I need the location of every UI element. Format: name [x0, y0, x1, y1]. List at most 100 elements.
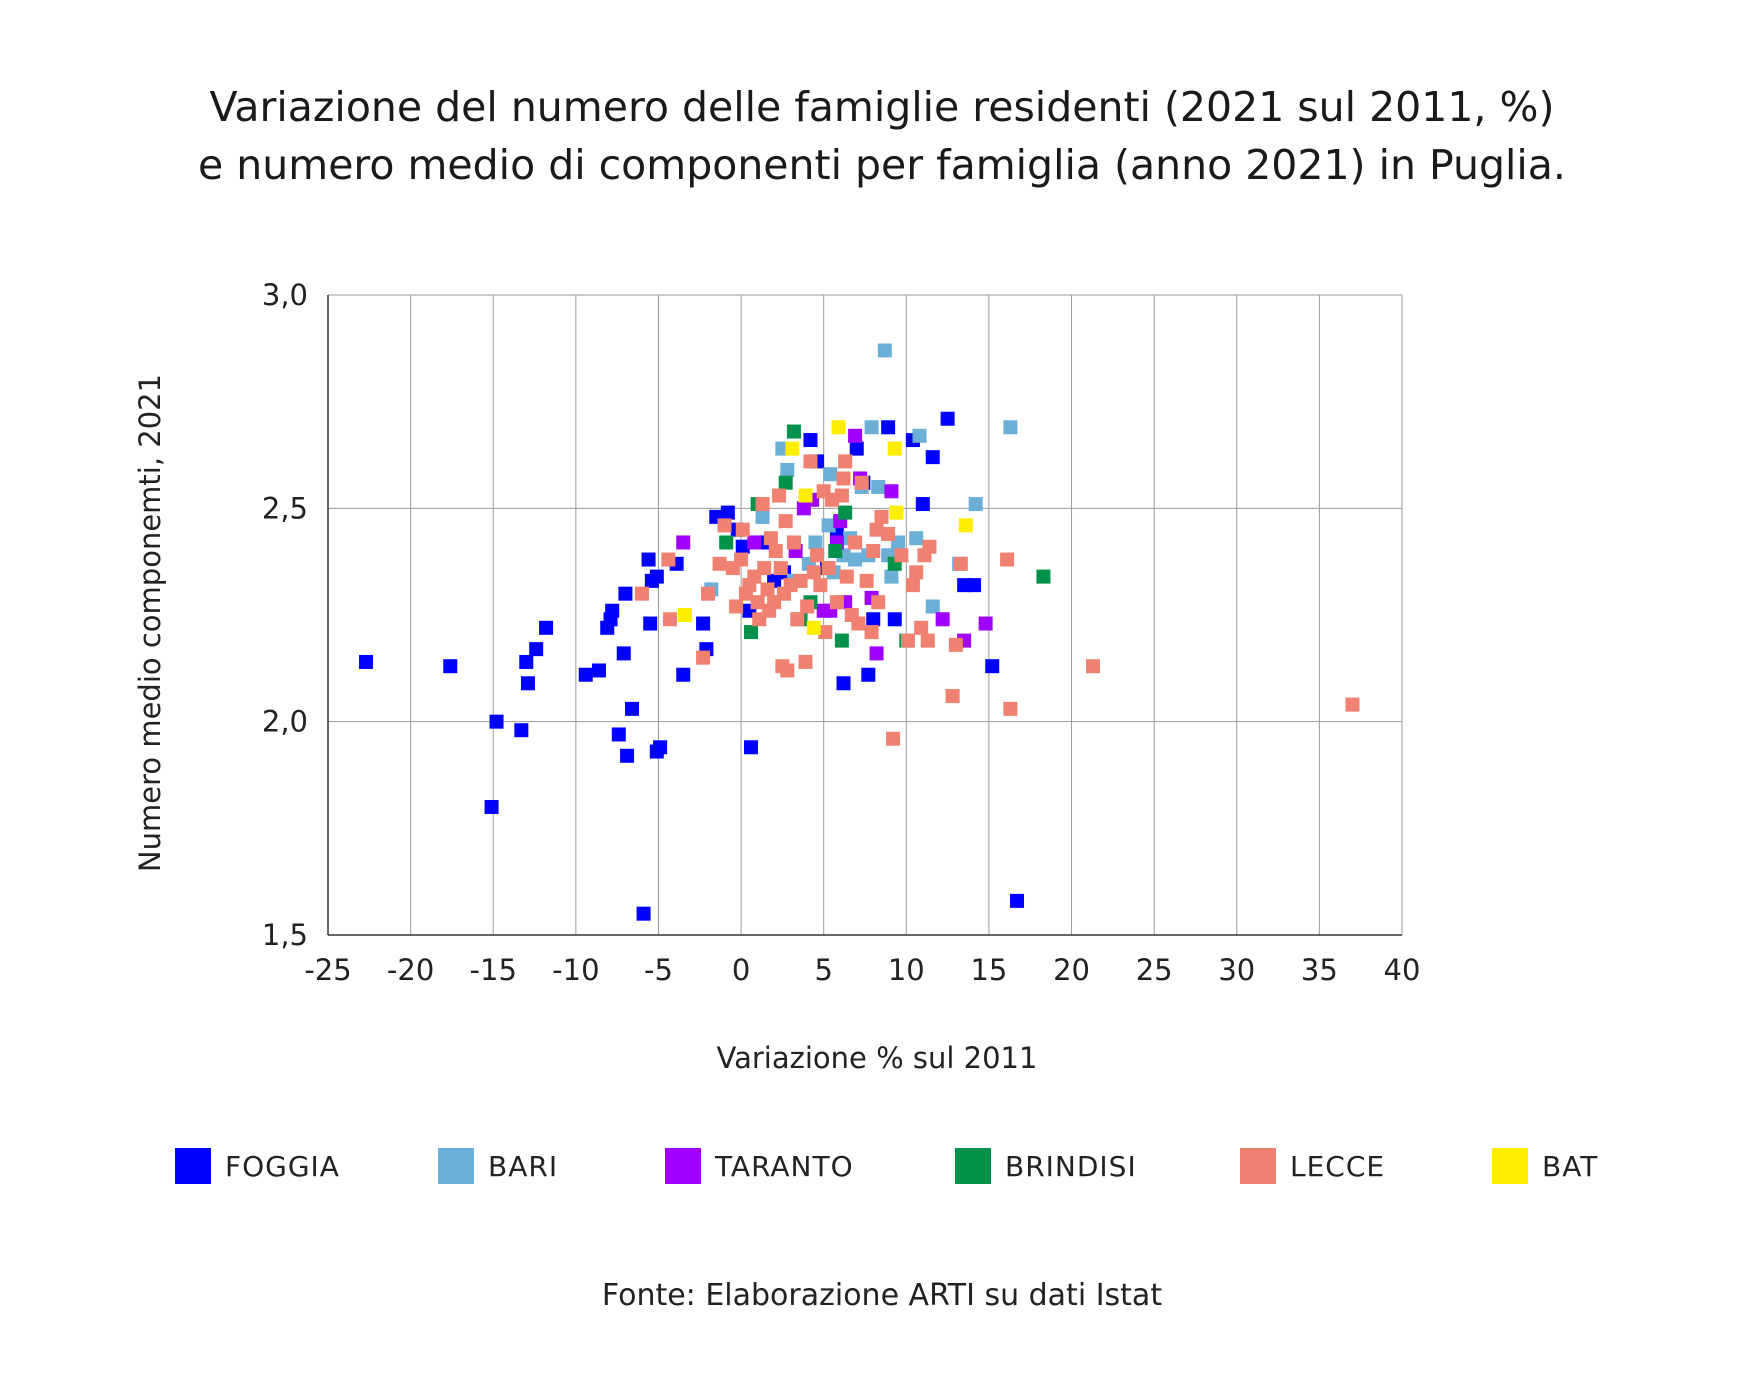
data-point-lecce — [871, 595, 886, 610]
data-point-bari — [909, 531, 924, 546]
data-point-lecce — [663, 612, 678, 627]
data-point-bari — [871, 480, 886, 494]
data-point-foggia — [861, 667, 876, 682]
data-point-bari — [821, 518, 836, 533]
legend-swatch — [1492, 1148, 1528, 1184]
data-point-foggia — [866, 612, 881, 627]
data-point-lecce — [1345, 697, 1360, 712]
x-tick-label: 10 — [888, 953, 925, 987]
data-point-taranto — [869, 646, 884, 661]
data-point-foggia — [720, 505, 735, 520]
data-point-lecce — [818, 625, 833, 640]
data-point-lecce — [757, 561, 772, 576]
data-point-lecce — [905, 578, 920, 593]
data-point-brindisi — [834, 633, 849, 648]
data-point-lecce — [834, 488, 849, 503]
x-tick-label: 20 — [1053, 953, 1090, 987]
data-point-foggia — [743, 740, 758, 755]
data-point-foggia — [489, 714, 504, 729]
data-point-lecce — [909, 565, 924, 580]
data-point-bari — [925, 599, 940, 614]
data-point-foggia — [620, 748, 635, 763]
data-point-lecce — [948, 637, 963, 652]
y-tick-label: 3,0 — [262, 278, 308, 312]
data-point-foggia — [591, 663, 606, 678]
data-point-foggia — [676, 667, 691, 682]
data-point-lecce — [661, 552, 676, 567]
legend-label: LECCE — [1290, 1149, 1386, 1183]
data-point-lecce — [838, 454, 853, 469]
data-point-brindisi — [719, 535, 734, 550]
legend-swatch — [955, 1148, 991, 1184]
data-point-lecce — [953, 556, 968, 571]
legend-swatch — [438, 1148, 474, 1184]
data-point-foggia — [359, 654, 374, 669]
x-tick-label: 25 — [1136, 953, 1173, 987]
data-point-lecce — [866, 544, 881, 558]
chart-title: Variazione del numero delle famiglie res… — [0, 78, 1764, 194]
legend-swatch — [175, 1148, 211, 1184]
data-point-bari — [968, 497, 983, 512]
data-point-brindisi — [1036, 569, 1051, 584]
x-tick-label: -15 — [470, 953, 517, 987]
data-point-lecce — [790, 612, 805, 627]
data-point-bari — [884, 569, 899, 584]
data-point-bat — [958, 518, 973, 533]
legend-label: BRINDISI — [1005, 1149, 1137, 1183]
data-point-lecce — [806, 565, 821, 580]
data-point-bari — [808, 535, 823, 550]
data-point-taranto — [848, 428, 863, 443]
x-tick-label: 35 — [1301, 953, 1338, 987]
data-point-bat — [831, 420, 846, 435]
data-point-lecce — [859, 573, 874, 588]
data-point-lecce — [780, 663, 795, 678]
legend-item-taranto: TARANTO — [665, 1148, 854, 1184]
source-note: Fonte: Elaborazione ARTI su dati Istat — [601, 1278, 1163, 1313]
legend-label: TARANTO — [715, 1149, 854, 1183]
data-point-taranto — [884, 484, 899, 499]
data-point-lecce — [922, 539, 937, 554]
x-tick-label: -10 — [552, 953, 599, 987]
data-point-bat — [785, 441, 800, 456]
data-point-foggia — [539, 620, 554, 635]
data-point-taranto — [747, 535, 762, 550]
x-tick-label: 0 — [732, 953, 750, 987]
data-point-lecce — [786, 535, 801, 550]
data-point-bari — [864, 420, 879, 435]
data-point-lecce — [768, 544, 783, 558]
legend-item-brindisi: BRINDISI — [955, 1148, 1137, 1184]
series-foggia — [359, 411, 1025, 921]
data-point-bari — [848, 552, 863, 567]
data-point-lecce — [701, 586, 716, 601]
x-tick-label: 30 — [1218, 953, 1255, 987]
data-point-lecce — [729, 599, 744, 614]
data-point-lecce — [734, 552, 749, 567]
data-point-lecce — [1003, 701, 1018, 716]
data-point-lecce — [763, 531, 778, 546]
data-point-foggia — [985, 659, 1000, 674]
data-point-lecce — [712, 556, 727, 571]
data-point-brindisi — [743, 625, 758, 640]
data-point-bari — [877, 343, 892, 358]
legend-item-foggia: FOGGIA — [175, 1148, 340, 1184]
data-point-foggia — [519, 654, 534, 669]
data-point-lecce — [1086, 659, 1101, 674]
data-point-foggia — [696, 616, 711, 631]
legend-item-bat: BAT — [1492, 1148, 1598, 1184]
data-point-lecce — [851, 616, 866, 631]
data-point-lecce — [800, 599, 815, 614]
data-point-lecce — [900, 633, 915, 648]
data-point-taranto — [978, 616, 993, 631]
data-point-lecce — [920, 633, 935, 648]
chart-title-line-2: e numero medio di componenti per famigli… — [198, 141, 1566, 189]
data-point-lecce — [914, 620, 929, 635]
data-point-bari — [755, 509, 770, 524]
data-point-bat — [677, 608, 692, 622]
data-point-foggia — [1010, 893, 1025, 908]
legend-item-bari: BARI — [438, 1148, 558, 1184]
x-tick-label: -20 — [387, 953, 434, 987]
data-point-lecce — [798, 654, 813, 669]
chart-title-line-1: Variazione del numero delle famiglie res… — [209, 83, 1555, 131]
data-point-bari — [823, 467, 838, 482]
